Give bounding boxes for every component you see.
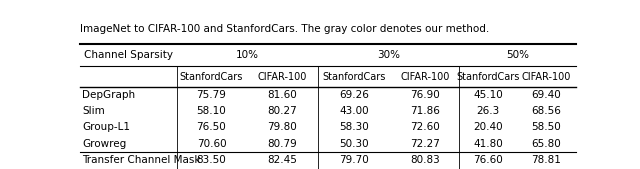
Text: 58.50: 58.50 bbox=[531, 122, 561, 132]
Text: 65.80: 65.80 bbox=[531, 139, 561, 149]
Text: 69.26: 69.26 bbox=[339, 90, 369, 100]
Bar bbox=[80, 168, 576, 169]
Text: CIFAR-100: CIFAR-100 bbox=[257, 71, 307, 82]
Text: StanfordCars: StanfordCars bbox=[323, 71, 386, 82]
Text: 50%: 50% bbox=[506, 50, 529, 60]
Text: Group-L1: Group-L1 bbox=[83, 122, 131, 132]
Text: 75.79: 75.79 bbox=[196, 90, 227, 100]
Text: CIFAR-100: CIFAR-100 bbox=[400, 71, 449, 82]
Text: 83.50: 83.50 bbox=[196, 155, 227, 165]
Text: ImageNet to CIFAR-100 and StanfordCars. The gray color denotes our method.: ImageNet to CIFAR-100 and StanfordCars. … bbox=[80, 24, 489, 34]
Text: 80.27: 80.27 bbox=[268, 106, 297, 116]
Text: StanfordCars: StanfordCars bbox=[180, 71, 243, 82]
Text: 79.70: 79.70 bbox=[339, 155, 369, 165]
Text: 68.56: 68.56 bbox=[531, 106, 561, 116]
Text: 79.80: 79.80 bbox=[268, 122, 297, 132]
Text: 72.27: 72.27 bbox=[410, 139, 440, 149]
Text: 72.60: 72.60 bbox=[410, 122, 440, 132]
Text: 78.81: 78.81 bbox=[531, 155, 561, 165]
Text: 76.90: 76.90 bbox=[410, 90, 440, 100]
Text: 69.40: 69.40 bbox=[531, 90, 561, 100]
Text: CIFAR-100: CIFAR-100 bbox=[522, 71, 571, 82]
Text: 50.30: 50.30 bbox=[339, 139, 369, 149]
Text: 80.83: 80.83 bbox=[410, 155, 440, 165]
Text: 41.80: 41.80 bbox=[473, 139, 503, 149]
Text: DepGraph: DepGraph bbox=[83, 90, 136, 100]
Text: 45.10: 45.10 bbox=[473, 90, 503, 100]
Text: 80.79: 80.79 bbox=[268, 139, 297, 149]
Text: Transfer Channel Mask: Transfer Channel Mask bbox=[83, 155, 201, 165]
Text: 82.45: 82.45 bbox=[267, 155, 297, 165]
Text: Channel Sparsity: Channel Sparsity bbox=[84, 50, 173, 60]
Text: Slim: Slim bbox=[83, 106, 105, 116]
Bar bbox=[80, 152, 576, 168]
Text: Growreg: Growreg bbox=[83, 139, 127, 149]
Text: 71.86: 71.86 bbox=[410, 106, 440, 116]
Text: 81.60: 81.60 bbox=[268, 90, 297, 100]
Text: 58.10: 58.10 bbox=[196, 106, 227, 116]
Text: 43.00: 43.00 bbox=[339, 106, 369, 116]
Text: 76.60: 76.60 bbox=[473, 155, 503, 165]
Text: 26.3: 26.3 bbox=[476, 106, 500, 116]
Text: 76.50: 76.50 bbox=[196, 122, 227, 132]
Text: StanfordCars: StanfordCars bbox=[456, 71, 520, 82]
Text: 70.60: 70.60 bbox=[196, 139, 227, 149]
Text: 10%: 10% bbox=[236, 50, 259, 60]
Text: 58.30: 58.30 bbox=[339, 122, 369, 132]
Text: 20.40: 20.40 bbox=[473, 122, 503, 132]
Text: 30%: 30% bbox=[377, 50, 400, 60]
